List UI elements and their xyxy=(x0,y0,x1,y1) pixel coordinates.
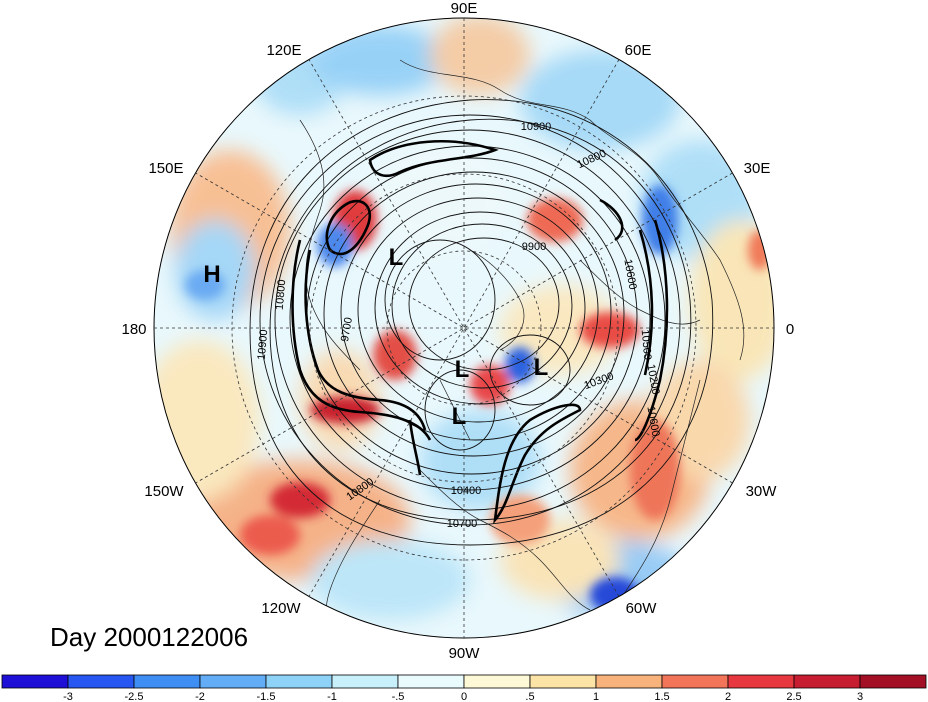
colorbar-swatch xyxy=(727,674,795,689)
colorbar-tick-label: 3 xyxy=(857,691,863,702)
colorbar-swatch xyxy=(265,674,333,689)
colorbar-swatch xyxy=(793,674,861,689)
colorbar-tick-label: -1.5 xyxy=(257,691,276,702)
contour-label: 10700 xyxy=(447,518,478,530)
colorbar-tick-label: -.5 xyxy=(392,691,405,702)
lon-label-90e: 90E xyxy=(451,0,478,17)
contour-label: 10900 xyxy=(521,121,552,133)
contour-label: 10500 xyxy=(639,329,654,361)
contour-label: 10400 xyxy=(451,485,482,497)
lon-label-120w: 120W xyxy=(261,600,301,617)
height-contours xyxy=(249,99,714,546)
colorbar-swatch xyxy=(199,674,267,689)
contour-label: 9900 xyxy=(522,241,546,253)
colorbar-swatch xyxy=(133,674,201,689)
colorbar-swatch xyxy=(859,674,927,689)
jet-contours xyxy=(291,140,669,525)
lon-label-60e: 60E xyxy=(625,42,652,59)
colorbar-swatch xyxy=(661,674,729,689)
colorbar-tick-label: 1 xyxy=(593,691,599,702)
colorbar-swatch xyxy=(67,674,135,689)
contour-label: 10600 xyxy=(644,405,661,437)
contour-label: 10600 xyxy=(621,258,638,290)
lon-label-120e: 120E xyxy=(266,42,301,59)
contour-label: 9700 xyxy=(339,316,355,342)
colorbar-tick-label: -3 xyxy=(63,691,73,702)
lon-label-30e: 30E xyxy=(744,160,771,177)
contour-label: 10800 xyxy=(274,279,289,311)
colorbar-swatch xyxy=(331,674,399,689)
colorbar-tick-label: -1 xyxy=(327,691,337,702)
lon-label-180: 180 xyxy=(121,321,146,338)
colorbar-swatch xyxy=(397,674,465,689)
colorbar-tick-label: -2 xyxy=(195,691,205,702)
colorbar-swatch xyxy=(463,674,531,689)
pressure-centers: H L L L L xyxy=(203,244,548,430)
colorbar-tick-label: 1.5 xyxy=(654,691,669,702)
contour-label: 10200 xyxy=(644,363,661,395)
colorbar-tick-label: 2 xyxy=(725,691,731,702)
colorbar-swatch xyxy=(529,674,597,689)
lon-label-30w: 30W xyxy=(746,483,778,500)
colorbar-swatch xyxy=(1,674,69,689)
low-pressure-marker: L xyxy=(452,403,467,430)
lon-label-150w: 150W xyxy=(144,483,184,500)
colorbar-tick-label: 2.5 xyxy=(786,691,801,702)
low-pressure-marker: L xyxy=(455,356,470,383)
low-pressure-marker: L xyxy=(389,244,404,271)
colorbar-tick-label: 0 xyxy=(461,691,467,702)
low-pressure-marker: L xyxy=(534,354,549,381)
colorbar-swatch xyxy=(595,674,663,689)
lon-label-0: 0 xyxy=(786,321,794,338)
colorbar: -3 -2.5 -2 -1.5 -1 -.5 0 .5 1 1.5 2 2.5 3 xyxy=(1,674,927,702)
graticule xyxy=(153,17,775,639)
day-label: Day 2000122006 xyxy=(50,622,248,652)
lon-label-90w: 90W xyxy=(449,645,481,662)
lon-label-150e: 150E xyxy=(148,160,183,177)
longitude-labels: 90E 60E 30E 0 30W 60W 90W 120W 150W 180 … xyxy=(121,0,794,662)
lon-label-60w: 60W xyxy=(626,600,658,617)
colorbar-tick-label: .5 xyxy=(525,691,534,702)
high-pressure-marker: H xyxy=(203,261,220,288)
contour-label: 10900 xyxy=(256,329,271,361)
colorbar-tick-label: -2.5 xyxy=(125,691,144,702)
